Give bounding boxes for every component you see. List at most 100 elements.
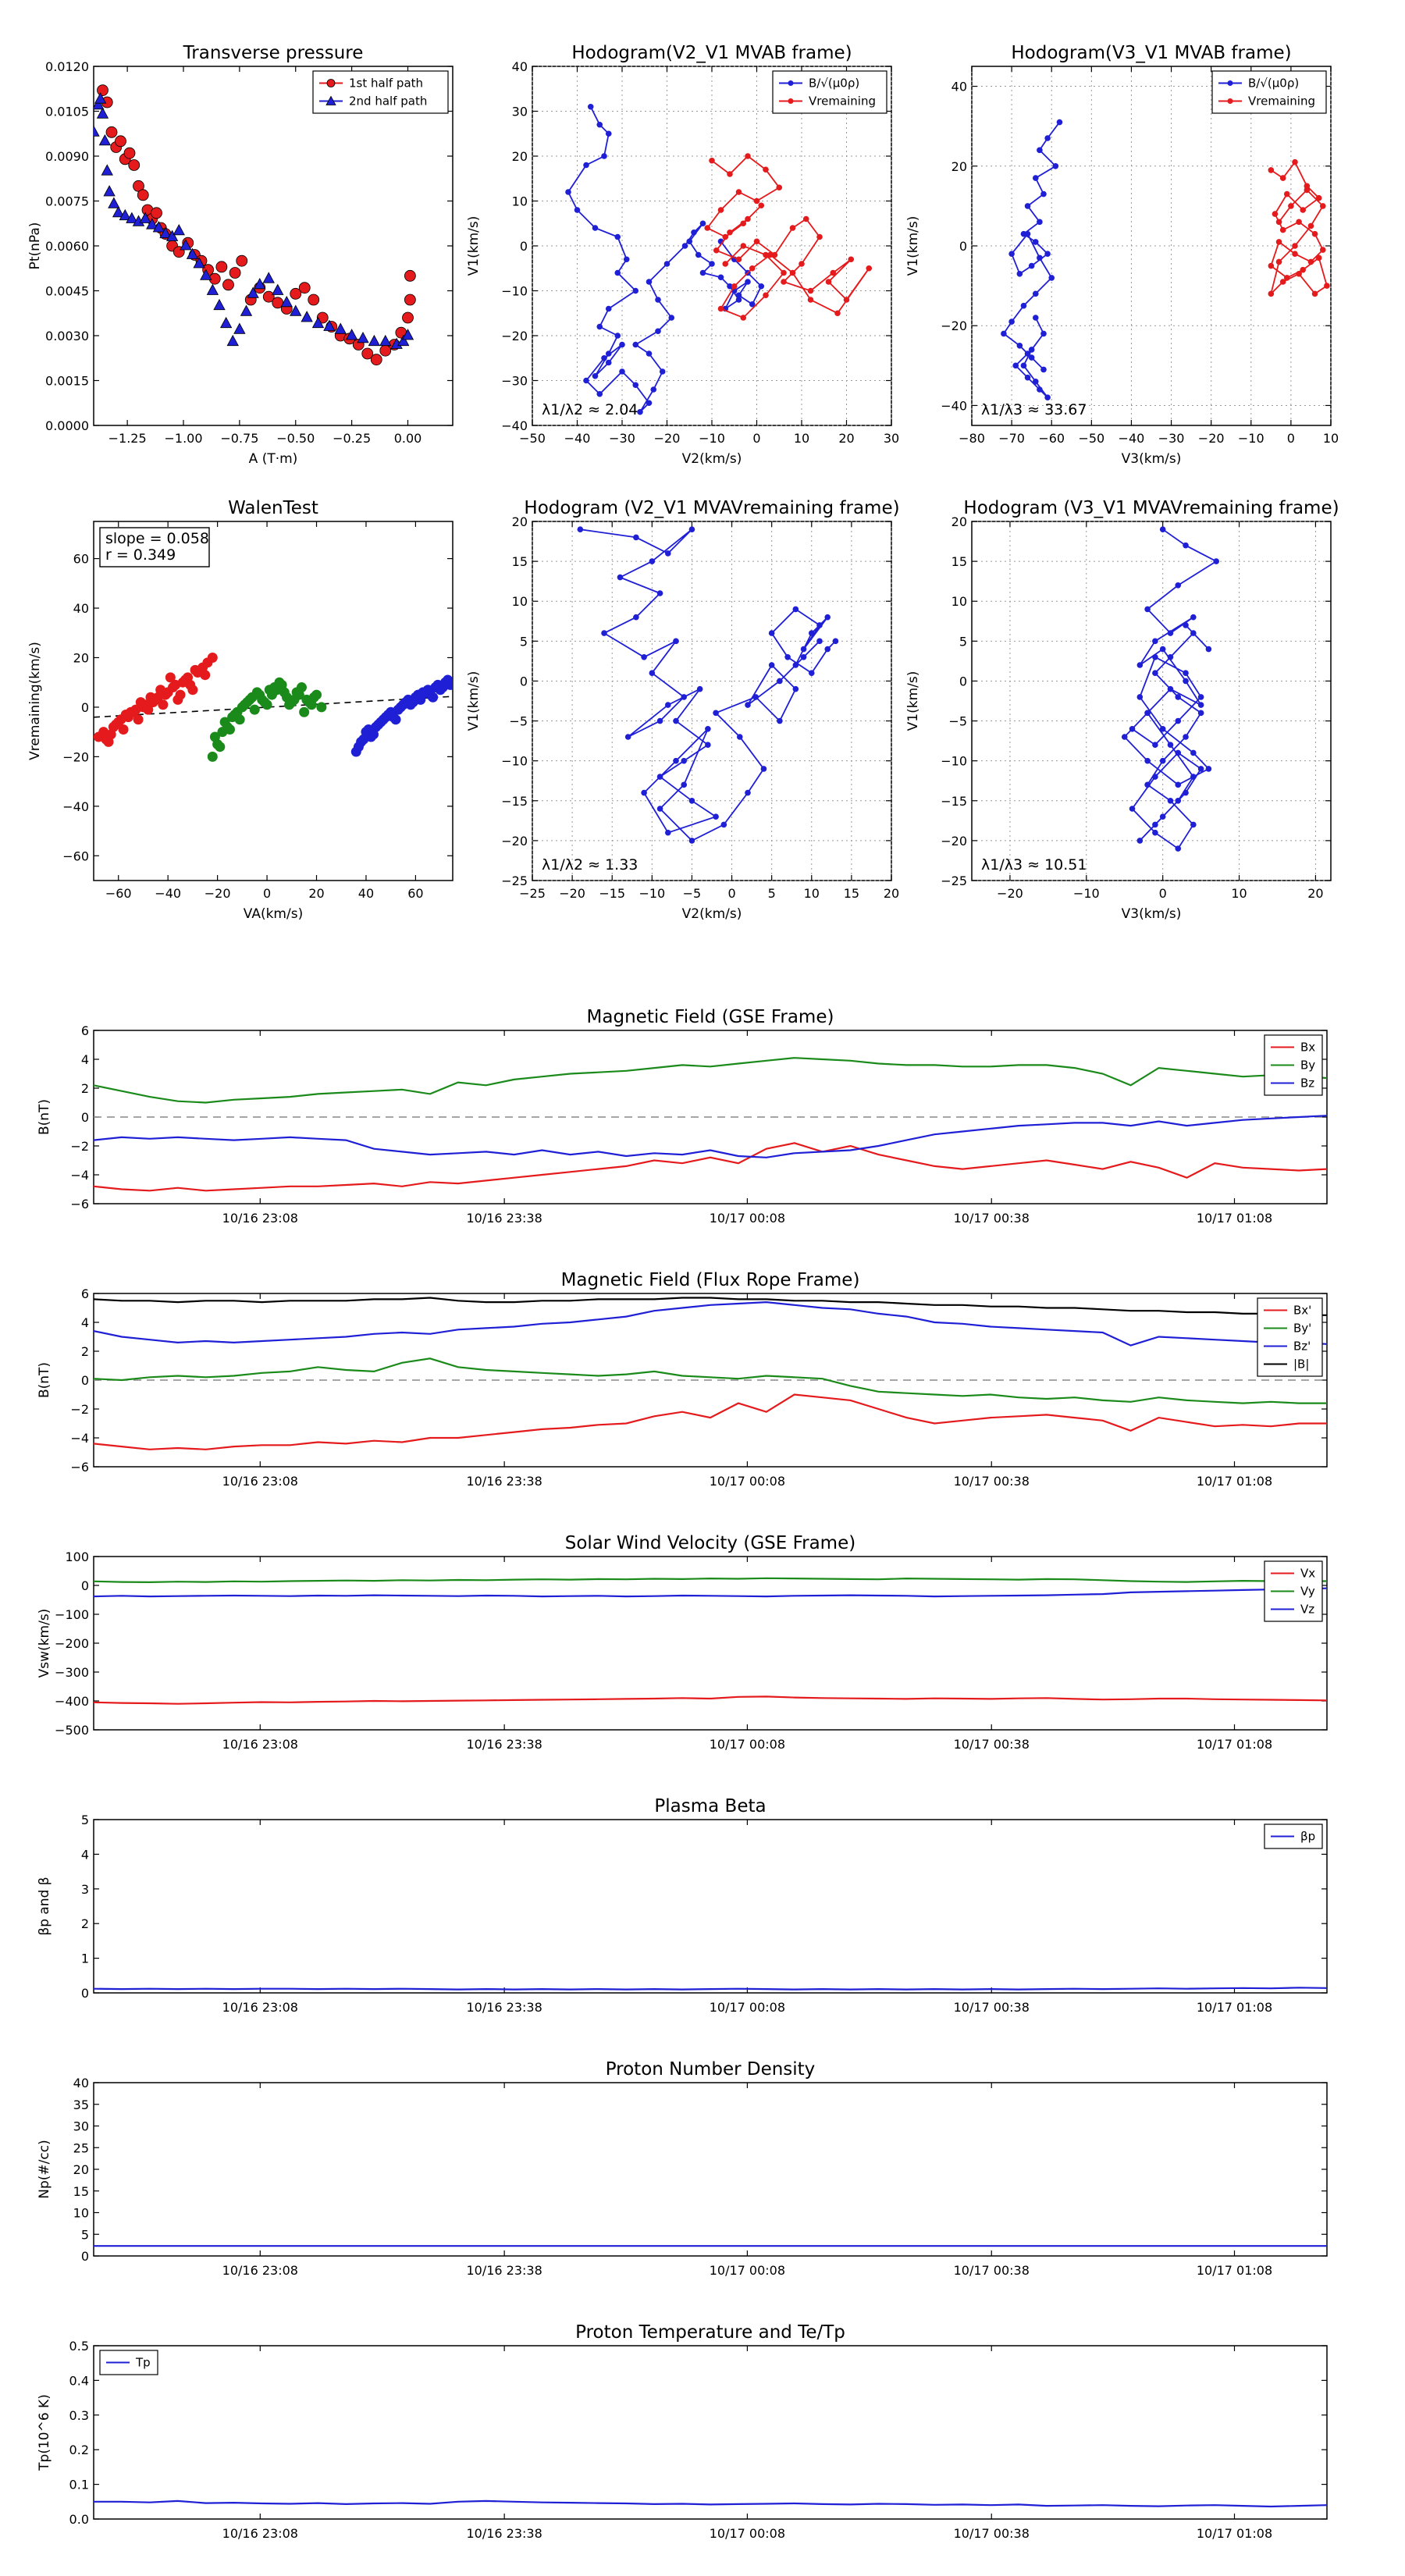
- data-point: [407, 697, 418, 708]
- legend-marker: [1227, 80, 1233, 86]
- x-tick-label: 20: [1307, 886, 1323, 901]
- data-point: [126, 706, 137, 717]
- x-tick-label: 10/17 00:38: [954, 1211, 1030, 1226]
- y-axis-label: B(nT): [37, 1099, 52, 1135]
- x-tick-label: 10/17 00:08: [710, 2263, 785, 2278]
- data-point: [760, 766, 767, 772]
- data-point: [614, 269, 621, 276]
- data-point: [816, 622, 823, 628]
- data-point: [843, 297, 850, 303]
- data-point: [1175, 717, 1182, 724]
- y-tick-label: 0.3: [69, 2408, 89, 2423]
- plot-frame: [93, 2345, 1328, 2520]
- data-point: [1190, 774, 1197, 780]
- data-point: [763, 292, 769, 299]
- data-point: [418, 687, 429, 698]
- data-point: [717, 305, 724, 312]
- data-point: [808, 630, 815, 636]
- data-point: [401, 329, 414, 340]
- x-tick-label: 0: [1287, 431, 1295, 446]
- plot-frame: [93, 1819, 1328, 1994]
- y-tick-label: −400: [55, 1694, 89, 1709]
- x-tick-label: 40: [358, 886, 374, 901]
- x-tick-label: −1.25: [108, 431, 147, 446]
- data-point: [151, 207, 162, 219]
- chart-title: WalenTest: [228, 498, 318, 518]
- x-tick-label: −0.25: [333, 431, 371, 446]
- data-point: [565, 189, 571, 195]
- x-tick-label: −25: [519, 886, 546, 901]
- y-axis-label: Pt(nPa): [27, 222, 43, 270]
- data-point: [139, 212, 151, 223]
- data-point: [656, 590, 663, 596]
- series-line: [580, 528, 837, 841]
- plot-frame: [532, 521, 892, 881]
- data-point: [668, 315, 675, 321]
- series-line-Bz: [94, 1115, 1327, 1158]
- y-tick-label: 15: [512, 554, 528, 569]
- data-point: [767, 251, 774, 258]
- chart-title: Hodogram (V3_V1 MVAVremaining frame): [963, 498, 1339, 518]
- data-point: [792, 606, 799, 613]
- chart-walen-test: WalenTest −60 −40 −20 0 20 40 60 −60 −40 −20 0 20 40 6…: [27, 498, 454, 922]
- data-point: [215, 261, 228, 273]
- data-point: [1268, 262, 1275, 269]
- series-line-Vx: [94, 1695, 1327, 1705]
- data-point: [146, 218, 158, 229]
- data-point: [735, 292, 742, 299]
- data-point: [655, 297, 661, 303]
- data-point: [1037, 219, 1043, 226]
- data-point: [254, 277, 266, 290]
- data-point: [378, 714, 389, 725]
- data-point: [745, 279, 751, 285]
- data-point: [108, 197, 120, 208]
- y-tick-label: 0.0030: [45, 329, 89, 343]
- x-tick-label: −15: [599, 886, 625, 901]
- data-point: [713, 247, 720, 254]
- data-point: [219, 316, 233, 329]
- data-point: [368, 729, 379, 740]
- data-point: [646, 350, 653, 357]
- y-tick-label: 0.0105: [45, 105, 89, 119]
- chart-solar-wind-velocity: Solar Wind Velocity (GSE Frame) −500 −400 −…: [37, 1533, 1328, 1752]
- data-point: [605, 305, 612, 312]
- series-line: [706, 155, 870, 319]
- y-tick-label: 60: [73, 552, 89, 567]
- data-point: [1197, 766, 1204, 772]
- x-tick-label: −0.50: [276, 431, 315, 446]
- data-point: [740, 243, 747, 249]
- y-tick-label: 25: [73, 2140, 89, 2155]
- data-layer: [94, 1057, 1327, 1192]
- data-point: [222, 279, 234, 291]
- y-axis-label: Vremaining(km/s): [27, 642, 43, 760]
- x-tick-label: −0.75: [220, 431, 258, 446]
- data-point: [126, 212, 138, 223]
- data-point: [1044, 394, 1051, 401]
- data-point: [1152, 742, 1158, 749]
- data-point: [345, 329, 358, 340]
- chart-magnetic-field-gse: Magnetic Field (GSE Frame) −6 −4 −2 0 2 4 6 10/1…: [37, 1007, 1328, 1226]
- x-tick-label: 20: [308, 886, 324, 901]
- data-point: [834, 310, 841, 317]
- data-point: [735, 189, 742, 195]
- data-point: [1190, 821, 1197, 828]
- chart-magnetic-field-flux-rope: Magnetic Field (Flux Rope Frame) −6 −4 −2 0 2…: [37, 1270, 1328, 1489]
- legend-label: Bx: [1300, 1041, 1315, 1055]
- data-point: [145, 692, 156, 703]
- x-tick-label: 0: [752, 431, 760, 446]
- regression-line: [93, 696, 454, 718]
- y-tick-label: 0: [81, 1373, 89, 1388]
- y-tick-label: −5: [948, 714, 967, 729]
- data-point: [605, 350, 612, 357]
- data-point: [802, 215, 809, 222]
- data-point: [848, 256, 855, 263]
- y-tick-label: 0.0000: [45, 418, 89, 433]
- y-tick-label: 5: [81, 2227, 89, 2242]
- data-point: [334, 322, 347, 334]
- y-tick-label: −20: [941, 834, 967, 849]
- data-point: [792, 685, 799, 692]
- data-point: [691, 229, 697, 236]
- data-point: [1167, 685, 1174, 692]
- data-point: [753, 197, 760, 205]
- chart-proton-number-density: Proton Number Density 0 5 10 15 20 25 30 35 40 10/…: [37, 2059, 1328, 2278]
